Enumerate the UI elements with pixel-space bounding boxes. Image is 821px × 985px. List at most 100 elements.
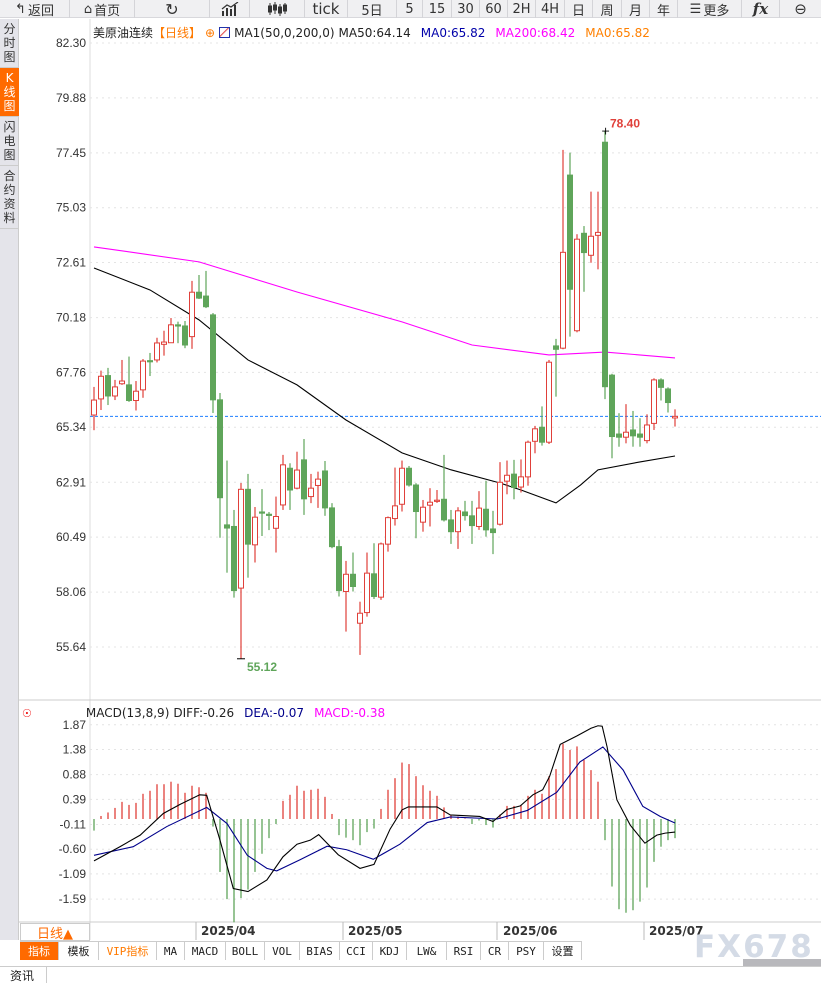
candle-up — [133, 390, 139, 402]
tick-button[interactable]: tick — [305, 0, 348, 18]
formula-button[interactable]: fx — [742, 0, 780, 18]
period-5m[interactable]: 5 — [397, 0, 423, 18]
horizontal-scrollbar[interactable] — [743, 959, 821, 967]
candle-up — [315, 478, 321, 486]
candle-up — [119, 380, 125, 385]
back-button[interactable]: ↰ 返回 — [0, 0, 70, 19]
candle-up — [497, 481, 503, 525]
period-60m[interactable]: 60 — [480, 0, 508, 18]
macd-title: MACD(13,8,9) — [85, 706, 170, 720]
macd-tick-label: -0.11 — [60, 818, 87, 832]
tab-rsi[interactable]: RSI — [447, 942, 481, 960]
candle-up — [434, 499, 440, 502]
candlestick-button[interactable] — [250, 0, 305, 18]
candle-down — [630, 429, 636, 437]
candle-down — [245, 488, 251, 545]
period-4h[interactable]: 4H — [536, 0, 565, 18]
price-tick-label: 55.64 — [56, 640, 86, 654]
candle-down — [483, 508, 489, 531]
back-arrow-icon: ↰ — [15, 1, 26, 17]
symbol-name: 美原油连续 — [93, 26, 154, 40]
settings-crosshair-icon[interactable]: ⊕ — [205, 25, 216, 40]
period-week[interactable]: 周 — [593, 0, 622, 19]
tab-vol[interactable]: VOL — [265, 942, 300, 960]
date-label: 2025/04 — [201, 924, 256, 938]
candle-down — [210, 314, 216, 401]
candle-up — [623, 431, 629, 438]
sidebar-tab-kline[interactable]: K线图 — [0, 68, 19, 117]
period-toggle-button[interactable]: 日线▲ — [20, 923, 90, 942]
period-2h[interactable]: 2H — [508, 0, 536, 18]
sidebar-tab-contract-info[interactable]: 合约资料 — [0, 166, 19, 229]
candle-up — [112, 386, 118, 397]
tab-lw[interactable]: LW& — [407, 942, 447, 960]
period-month[interactable]: 月 — [622, 0, 650, 19]
candle-down — [567, 174, 573, 290]
refresh-button[interactable]: ↻ — [135, 0, 210, 19]
candle-down — [147, 360, 153, 363]
diff-value: DIFF:-0.26 — [173, 706, 235, 720]
tab-bias[interactable]: BIAS — [300, 942, 340, 960]
sidebar-tab-timeshare[interactable]: 分时图 — [0, 19, 19, 68]
tab-settings[interactable]: 设置 — [544, 942, 582, 960]
candle-up — [546, 361, 552, 443]
ma0-orange-value: MA0:65.82 — [585, 25, 650, 40]
ma-indicator-icon[interactable] — [219, 27, 231, 38]
tab-psy[interactable]: PSY — [509, 942, 544, 960]
period-year[interactable]: 年 — [650, 0, 678, 19]
dea-value: DEA:-0.07 — [244, 706, 305, 720]
candle-down — [266, 513, 272, 516]
indicator-tabs: 指标 模板 VIP指标 MA MACD BOLL VOL BIAS CCI KD… — [20, 941, 582, 960]
candle-down — [196, 291, 202, 299]
candle-down — [637, 433, 643, 438]
price-tick-label: 65.34 — [56, 420, 86, 434]
ma200-line — [93, 246, 676, 359]
ma-params: MA1(50,0,200,0) — [234, 25, 335, 40]
tab-ma[interactable]: MA — [157, 942, 185, 960]
period-5d[interactable]: 5日 — [348, 0, 397, 19]
macd-settings-icon[interactable]: ☉ — [22, 706, 32, 720]
date-label: 2025/07 — [649, 924, 704, 938]
home-button[interactable]: ⌂ 首页 — [70, 0, 135, 19]
tab-cr[interactable]: CR — [481, 942, 509, 960]
candle-down — [350, 573, 356, 588]
price-tick-label: 58.06 — [56, 585, 86, 599]
date-label: 2025/05 — [348, 924, 403, 938]
candle-up — [357, 612, 363, 624]
candle-up — [161, 341, 167, 345]
indicator-chart-button[interactable] — [210, 0, 250, 18]
period-30m[interactable]: 30 — [452, 0, 480, 18]
tab-indicators[interactable]: 指标 — [20, 942, 59, 960]
candle-up — [588, 235, 594, 256]
tab-news[interactable]: 资讯 — [0, 967, 47, 983]
candle-up — [644, 424, 650, 442]
candle-down — [329, 507, 335, 548]
divider — [0, 966, 821, 967]
period-day[interactable]: 日 — [565, 0, 593, 19]
candle-down — [658, 379, 664, 388]
candle-down — [231, 525, 237, 592]
macd-value: MACD:-0.38 — [314, 706, 386, 720]
period-15m[interactable]: 15 — [423, 0, 452, 18]
tab-templates[interactable]: 模板 — [59, 942, 99, 960]
candle-up — [98, 375, 104, 400]
more-button[interactable]: ☰ 更多 — [678, 0, 742, 19]
tab-kdj[interactable]: KDJ — [373, 942, 407, 960]
candle-down — [217, 399, 223, 499]
candle-down — [553, 345, 559, 350]
tab-macd[interactable]: MACD — [185, 942, 226, 960]
tab-boll[interactable]: BOLL — [226, 942, 265, 960]
candle-up — [532, 428, 538, 442]
tab-vip-indicators[interactable]: VIP指标 — [99, 942, 157, 960]
home-icon: ⌂ — [83, 1, 93, 17]
price-tick-label: 70.18 — [56, 311, 86, 325]
zoom-out-button[interactable]: ⊖ — [780, 0, 821, 18]
tab-cci[interactable]: CCI — [340, 942, 373, 960]
macd-tick-label: 1.87 — [63, 718, 87, 732]
candle-up — [504, 474, 510, 482]
sidebar-tab-flash[interactable]: 闪电图 — [0, 117, 19, 166]
price-tick-label: 77.45 — [56, 146, 86, 160]
candle-down — [490, 528, 496, 534]
candle-up — [252, 516, 258, 546]
